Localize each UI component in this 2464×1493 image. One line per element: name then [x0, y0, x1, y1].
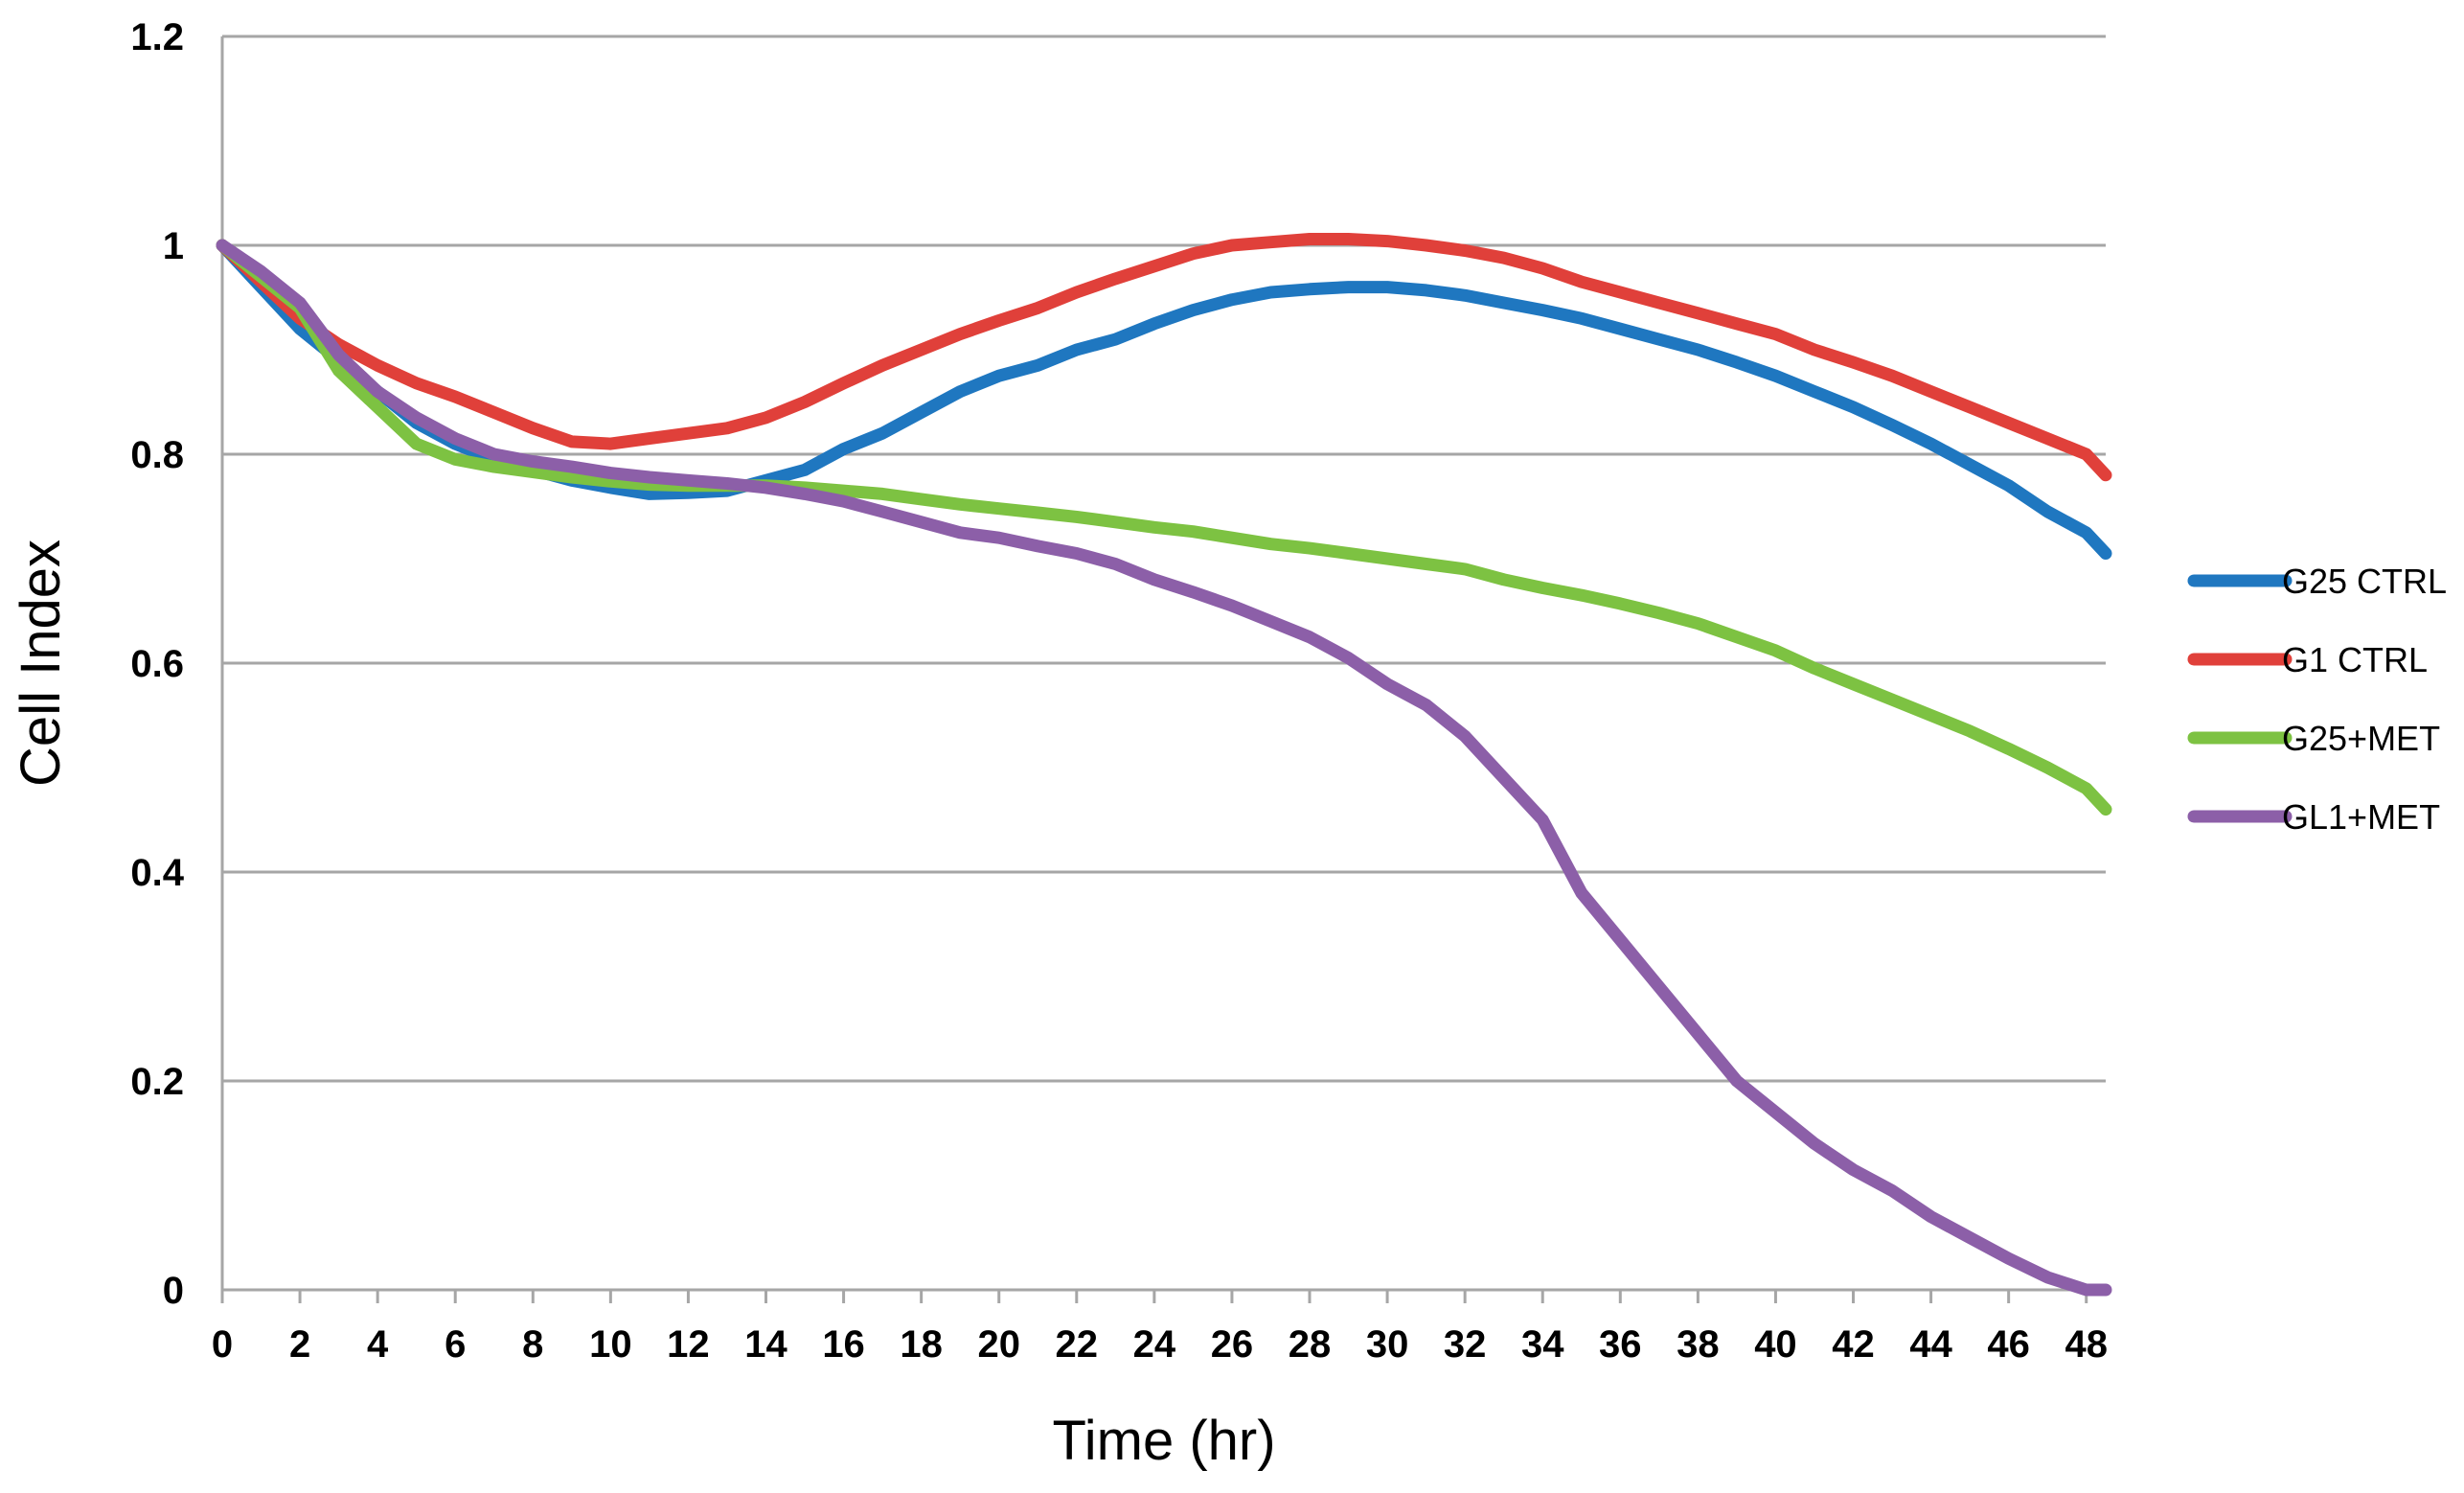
series-line-3 — [216, 239, 2112, 816]
legend-label: G25+MET — [2282, 719, 2440, 758]
x-tick-label: 4 — [367, 1323, 389, 1366]
y-tick-labels: 0 0.2 0.4 0.6 0.8 1 1.2 — [130, 16, 184, 1312]
x-tick-label: 30 — [1366, 1323, 1409, 1366]
x-tick-label: 2 — [289, 1323, 310, 1366]
y-tick-label: 0 — [163, 1270, 184, 1312]
x-tick-label: 22 — [1056, 1323, 1099, 1366]
legend-label: GL1+MET — [2282, 797, 2440, 837]
y-axis-label: Cell Index — [10, 540, 72, 787]
x-tick-label: 10 — [589, 1323, 632, 1366]
y-tick-label: 0.4 — [130, 852, 184, 894]
x-tick-label: 36 — [1599, 1323, 1642, 1366]
x-tick-label: 48 — [2065, 1323, 2108, 1366]
x-tick-label: 16 — [822, 1323, 865, 1366]
series-line-4 — [216, 239, 2112, 1297]
y-tick-label: 0.2 — [130, 1061, 184, 1103]
x-tick-label: 12 — [667, 1323, 710, 1366]
x-tick-label: 6 — [445, 1323, 466, 1366]
x-tick-label: 18 — [900, 1323, 943, 1366]
x-tick-label: 24 — [1133, 1323, 1176, 1366]
x-tick-label: 26 — [1211, 1323, 1254, 1366]
x-tick-label: 14 — [744, 1323, 787, 1366]
y-tick-label: 0.8 — [130, 434, 184, 476]
x-tick-label: 40 — [1754, 1323, 1797, 1366]
x-tick-label: 20 — [977, 1323, 1020, 1366]
x-tick-labels: 0 2 4 6 8 10 12 14 16 18 20 22 24 26 28 30 32 34 36 38 40 42 4… — [212, 1323, 2108, 1366]
series-line-2 — [216, 233, 2112, 482]
x-tick-label: 38 — [1677, 1323, 1720, 1366]
y-tick-label: 0.6 — [130, 643, 184, 685]
series-lines — [216, 233, 2112, 1297]
legend-label: G25 CTRL — [2282, 562, 2447, 601]
x-tick-label: 8 — [522, 1323, 543, 1366]
y-tick-label: 1.2 — [130, 16, 184, 58]
gridlines — [222, 34, 2106, 1083]
legend-label: G1 CTRL — [2282, 640, 2428, 679]
x-tick-label: 34 — [1521, 1323, 1564, 1366]
x-tick-label: 0 — [212, 1323, 233, 1366]
x-tick-label: 28 — [1289, 1323, 1332, 1366]
series-line-1 — [216, 239, 2112, 560]
x-tick-label: 44 — [1909, 1323, 1952, 1366]
legend: G25 CTRL G1 CTRL G25+MET GL1+MET — [2187, 562, 2447, 837]
x-tick-label: 42 — [1832, 1323, 1875, 1366]
x-axis-label: Time (hr) — [1052, 1410, 1275, 1472]
y-tick-label: 1 — [163, 225, 184, 267]
x-tick-label: 46 — [1987, 1323, 2030, 1366]
x-tick-label: 32 — [1444, 1323, 1487, 1366]
